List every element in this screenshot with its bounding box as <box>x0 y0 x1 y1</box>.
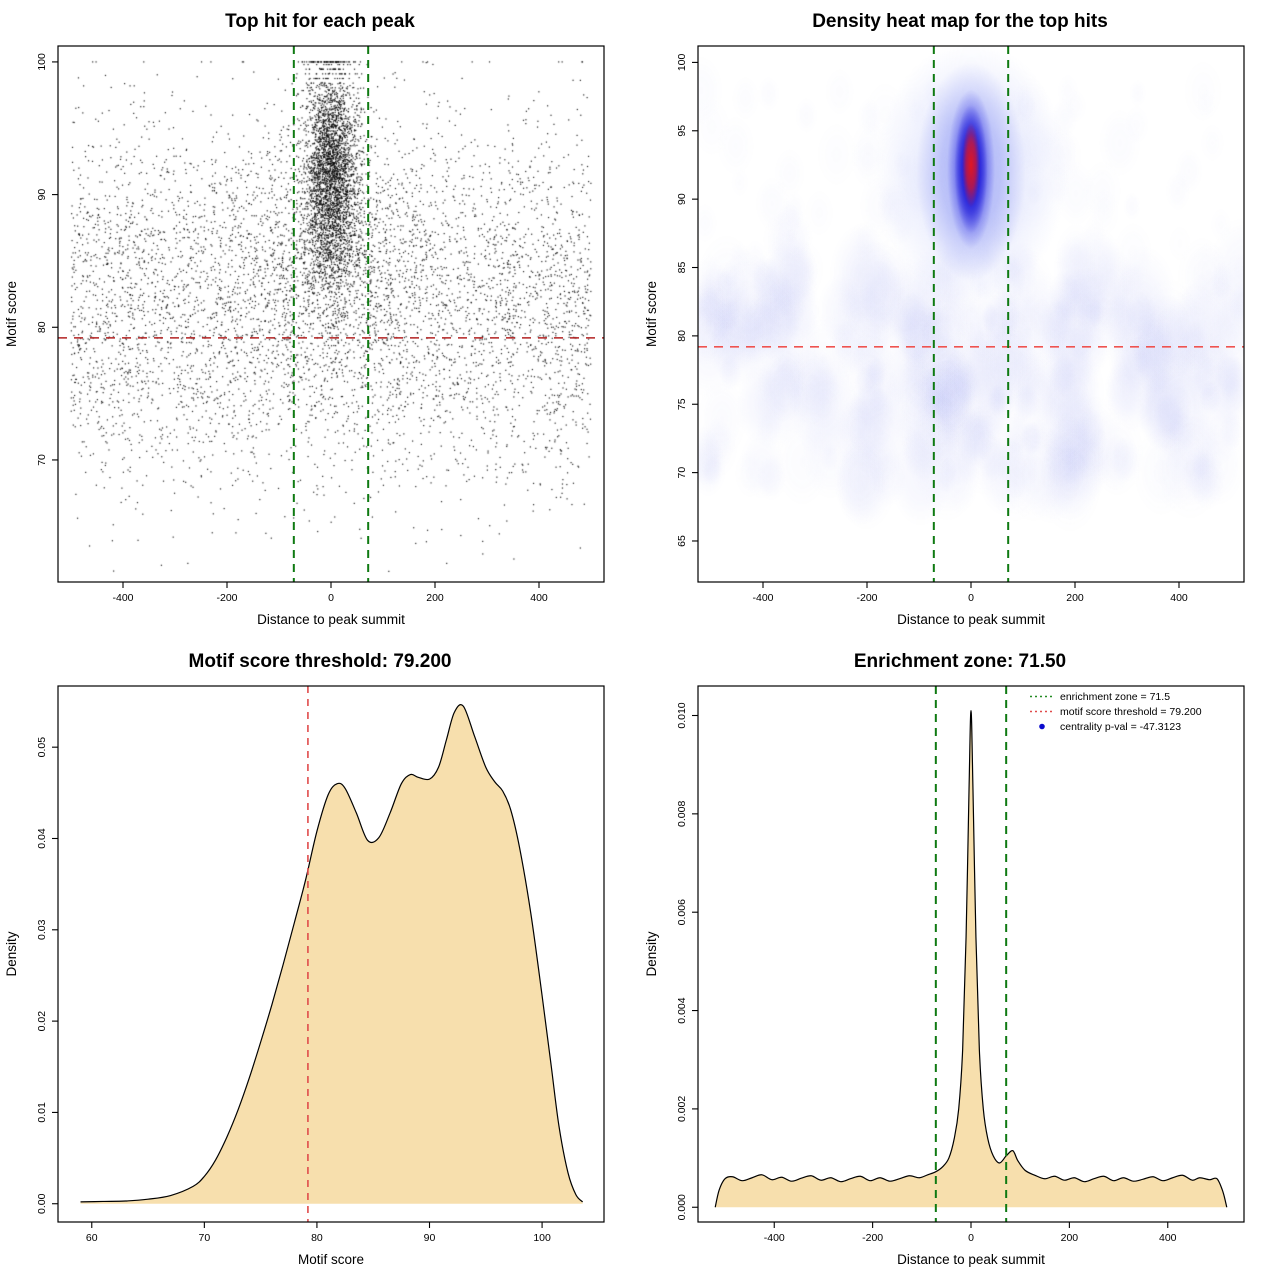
y-tick-label: 0.01 <box>36 1102 48 1123</box>
y-tick-label: 0.04 <box>36 828 48 849</box>
x-tick-label: -200 <box>856 592 877 604</box>
x-tick-label: 400 <box>530 592 548 604</box>
y-axis-label: Density <box>4 931 19 976</box>
legend-label: enrichment zone = 71.5 <box>1060 691 1170 703</box>
x-tick-label: 200 <box>1061 1232 1079 1244</box>
x-tick-label: 400 <box>1159 1232 1177 1244</box>
chart-area-distance-density: -400 -200 0 200 400 0.000 0.002 0.004 0.006 0.008… <box>640 678 1280 1276</box>
x-tick-label: 200 <box>1066 592 1084 604</box>
x-tick-label: 70 <box>199 1232 211 1244</box>
y-tick-label: 0.008 <box>676 801 688 827</box>
heatmap-axes-layer: -400 -200 0 200 400 65 70 75 80 85 90 95 100 Distance… <box>644 45 1245 627</box>
y-tick-label: 90 <box>676 193 688 205</box>
y-tick-label: 0.00 <box>36 1193 48 1214</box>
legend-label: motif score threshold = 79.200 <box>1060 706 1202 718</box>
y-tick-label: 0.010 <box>676 702 688 728</box>
x-tick-label: -400 <box>112 592 133 604</box>
y-axis-label: Density <box>644 931 659 976</box>
chart-area-scatter: -400 -200 0 200 400 70 80 90 100 Distance to peak… <box>0 38 640 636</box>
x-axis-label: Distance to peak summit <box>897 1252 1045 1267</box>
chart-title: Top hit for each peak <box>225 11 415 32</box>
x-tick-label: -200 <box>216 592 237 604</box>
y-tick-label: 0.02 <box>36 1011 48 1032</box>
x-tick-label: -400 <box>752 592 773 604</box>
y-tick-label: 95 <box>676 125 688 137</box>
scatter-points-layer <box>58 46 604 582</box>
x-tick-label: 90 <box>424 1232 436 1244</box>
panel-top-hit-scatter: Top hit for each peak -400 -200 0 200 400 70 8… <box>0 0 640 640</box>
y-tick-label: 0.05 <box>36 737 48 758</box>
y-tick-label: 80 <box>36 321 48 333</box>
density-curve <box>80 704 584 1203</box>
y-tick-label: 0.000 <box>676 1194 688 1220</box>
chart-area-heatmap: -400 -200 0 200 400 65 70 75 80 85 90 95 100 Distance… <box>640 38 1280 636</box>
y-tick-label: 0.006 <box>676 899 688 925</box>
y-tick-label: 65 <box>676 535 688 547</box>
heatmap-density-layer <box>698 46 1244 582</box>
chart-area-motif-density: 60 70 80 90 100 0.00 0.01 0.02 0.03 0.04 0.05 Motif… <box>0 678 640 1276</box>
y-tick-label: 85 <box>676 262 688 274</box>
y-tick-label: 0.03 <box>36 919 48 940</box>
chart-title: Motif score threshold: 79.200 <box>188 651 452 672</box>
x-axis-label: Motif score <box>298 1252 364 1267</box>
x-tick-label: 0 <box>968 592 974 604</box>
density-area <box>715 710 1227 1208</box>
density-area <box>80 704 583 1204</box>
x-tick-label: 100 <box>533 1232 551 1244</box>
y-tick-label: 0.002 <box>676 1096 688 1122</box>
plot-box <box>57 685 605 1223</box>
chart-title: Density heat map for the top hits <box>812 11 1108 32</box>
density-curve <box>714 709 1228 1208</box>
x-tick-label: 0 <box>328 592 334 604</box>
panel-density-heatmap: Density heat map for the top hits -400 -2… <box>640 0 1280 640</box>
x-tick-label: 0 <box>968 1232 974 1244</box>
y-tick-label: 100 <box>36 53 48 71</box>
x-tick-label: 200 <box>426 592 444 604</box>
y-tick-label: 0.004 <box>676 997 688 1023</box>
y-tick-label: 70 <box>36 454 48 466</box>
x-axis-label: Distance to peak summit <box>897 612 1045 627</box>
x-tick-label: -200 <box>862 1232 883 1244</box>
y-tick-label: 100 <box>676 53 688 71</box>
distance-density-plot: -400 -200 0 200 400 0.000 0.002 0.004 0.006 0.008… <box>644 685 1245 1267</box>
x-tick-label: 80 <box>311 1232 323 1244</box>
x-axis-label: Distance to peak summit <box>257 612 405 627</box>
y-axis-label: Motif score <box>644 281 659 347</box>
y-tick-label: 70 <box>676 467 688 479</box>
x-tick-label: -400 <box>764 1232 785 1244</box>
legend-label: centrality p-val = -47.3123 <box>1060 721 1181 733</box>
panel-motif-score-density: Motif score threshold: 79.200 60 70 80 90 10… <box>0 640 640 1280</box>
x-tick-label: 400 <box>1170 592 1188 604</box>
panel-enrichment-zone-density: Enrichment zone: 71.50 -400 -200 0 200 400 0.… <box>640 640 1280 1280</box>
chart-title: Enrichment zone: 71.50 <box>853 651 1067 672</box>
y-tick-label: 80 <box>676 330 688 342</box>
legend-point-sample <box>1039 723 1045 730</box>
plot-box <box>697 45 1245 583</box>
y-axis-label: Motif score <box>4 281 19 347</box>
plot-box <box>57 45 605 583</box>
motif-density-plot: 60 70 80 90 100 0.00 0.01 0.02 0.03 0.04 0.05 Motif… <box>4 685 605 1267</box>
x-tick-label: 60 <box>86 1232 98 1244</box>
y-tick-label: 90 <box>36 189 48 201</box>
y-tick-label: 75 <box>676 398 688 410</box>
scatter-axes-layer: -400 -200 0 200 400 70 80 90 100 Distance to peak… <box>4 45 605 627</box>
